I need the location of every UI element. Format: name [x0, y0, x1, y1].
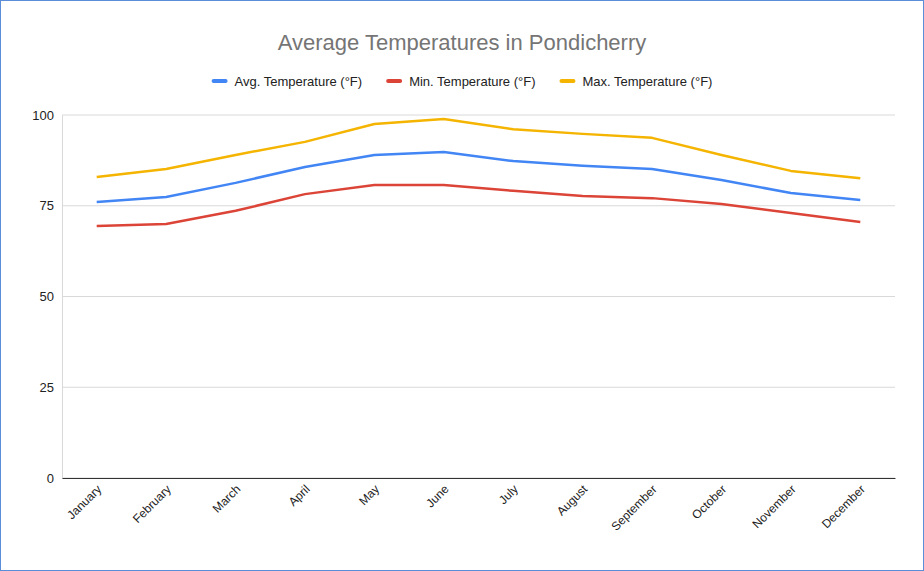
legend-swatch [386, 79, 402, 83]
x-tick-label: December [819, 482, 868, 531]
legend-item: Max. Temperature (°F) [559, 74, 712, 89]
x-tick: November [750, 482, 799, 531]
frame [1, 1, 924, 571]
grid-line [62, 478, 895, 479]
grid-line [62, 296, 895, 297]
x-tick: August [554, 482, 591, 519]
y-tick: 50 [40, 289, 62, 304]
x-tick-label: April [286, 482, 313, 509]
chart-container: 0 25 50 75 100 January February March April May Ju… [0, 0, 924, 571]
x-tick-label: October [689, 482, 729, 522]
legend-item: Min. Temperature (°F) [386, 74, 535, 89]
x-tick-label: June [423, 482, 452, 511]
x-axis: January February March April May June July Augu… [63, 479, 896, 534]
y-tick-label: 50 [40, 289, 54, 304]
legend-label: Max. Temperature (°F) [582, 74, 712, 89]
x-tick: January [64, 482, 104, 522]
grid-line [62, 205, 895, 206]
x-tick-label: May [356, 482, 382, 508]
series-line [97, 119, 861, 178]
x-tick: April [286, 482, 313, 509]
y-tick-label: 25 [40, 380, 54, 395]
x-tick-label: January [64, 482, 104, 522]
x-tick-label: July [496, 482, 521, 507]
x-axis-line [63, 478, 896, 479]
x-tick: May [356, 482, 382, 508]
y-axis: 0 25 50 75 100 [32, 108, 62, 486]
x-tick: October [689, 482, 729, 522]
x-tick: July [496, 482, 521, 507]
plot-area [97, 119, 861, 226]
y-tick: 25 [40, 380, 62, 395]
series-line [97, 185, 861, 226]
legend-swatch [559, 79, 575, 83]
x-tick-label: February [130, 482, 174, 526]
chart-svg: 0 25 50 75 100 January February March April May Ju… [0, 0, 924, 571]
title: Average Temperatures in Pondicherry [278, 30, 647, 55]
x-tick-label: August [554, 482, 591, 519]
x-tick: September [608, 482, 659, 533]
legend-item: Avg. Temperature (°F) [212, 74, 363, 89]
legend: Avg. Temperature (°F) Min. Temperature (°… [212, 74, 713, 89]
legend-label: Min. Temperature (°F) [409, 74, 535, 89]
x-tick: June [423, 482, 452, 511]
x-tick-label: September [608, 482, 659, 533]
y-tick-label: 75 [40, 198, 54, 213]
y-tick-label: 0 [47, 471, 54, 486]
legend-label: Avg. Temperature (°F) [235, 74, 363, 89]
grid [62, 115, 895, 478]
y-tick: 0 [47, 471, 62, 486]
y-tick: 100 [32, 108, 62, 123]
x-tick: December [819, 482, 868, 531]
x-tick-label: March [210, 482, 243, 515]
grid-line [62, 387, 895, 388]
x-tick-label: November [750, 482, 799, 531]
x-tick: February [130, 482, 174, 526]
legend-swatch [212, 79, 228, 83]
y-tick-label: 100 [32, 108, 54, 123]
x-tick: March [210, 482, 243, 515]
grid-line [62, 115, 895, 116]
y-tick: 75 [40, 198, 62, 213]
y-axis-line [62, 116, 63, 479]
